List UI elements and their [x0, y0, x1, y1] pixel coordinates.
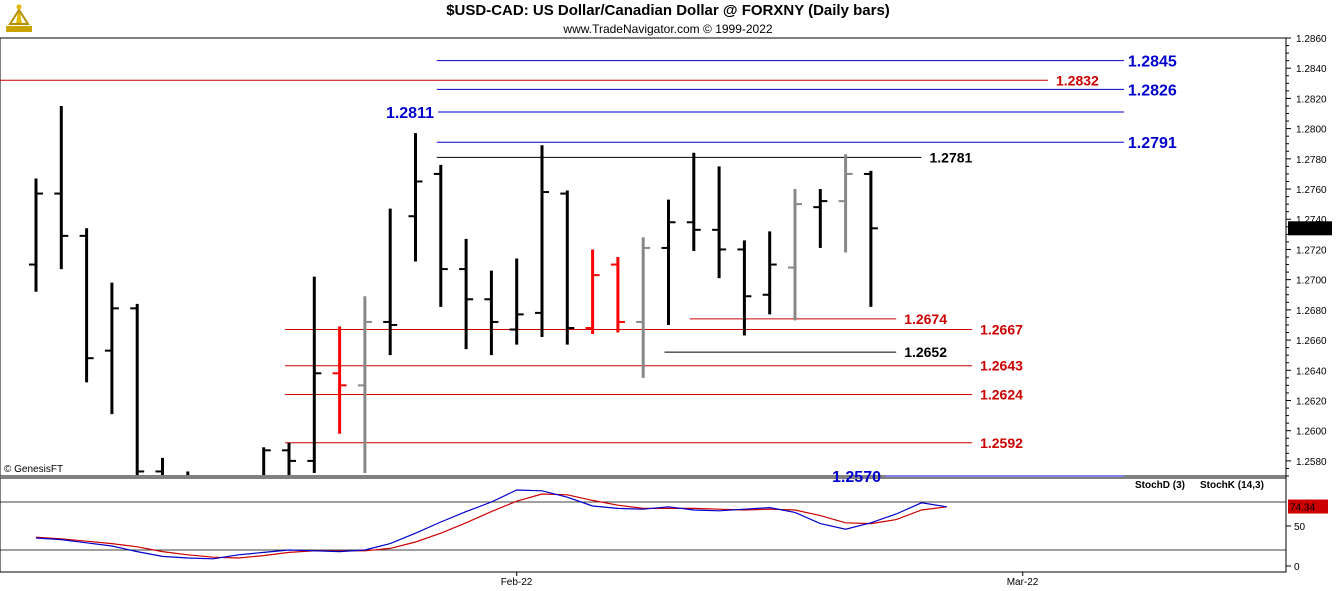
ohlc-bar — [712, 166, 727, 279]
price-tick-label: 1.2700 — [1296, 276, 1327, 287]
ohlc-bar — [79, 228, 94, 383]
price-tick-label: 1.2800 — [1296, 125, 1327, 136]
level-label: 1.2811 — [386, 105, 434, 122]
ohlc-bar — [863, 170, 878, 307]
price-tick-label: 1.2680 — [1296, 306, 1327, 317]
stoch-last-box — [1288, 499, 1328, 514]
ohlc-bar — [332, 326, 347, 434]
price-tick-label: 1.2600 — [1296, 427, 1327, 438]
ohlc-bar — [104, 282, 119, 415]
ohlc-bar — [54, 105, 69, 270]
level-label: 1.2652 — [904, 344, 947, 360]
level-label: 1.2592 — [980, 435, 1023, 451]
ohlc-bar — [788, 189, 802, 321]
ohlc-bar — [29, 178, 43, 292]
ohlc-bar — [813, 189, 828, 248]
trade-navigator-logo-icon — [6, 4, 32, 32]
last-price-box — [1288, 221, 1332, 236]
price-tick-label: 1.2780 — [1296, 155, 1327, 166]
chart-subtitle: www.TradeNavigator.com © 1999-2022 — [563, 22, 773, 36]
ohlc-bar — [686, 152, 701, 251]
level-label: 1.2570 — [832, 469, 881, 486]
chart-header: $USD-CAD: US Dollar/Canadian Dollar @ FO… — [0, 0, 1336, 38]
ohlc-bar — [838, 154, 853, 253]
ohlc-bar — [282, 442, 296, 475]
ohlc-bar — [408, 133, 423, 262]
price-tick-label: 1.2640 — [1296, 366, 1327, 377]
ohlc-bar — [610, 257, 625, 333]
level-label: 1.2845 — [1128, 54, 1177, 71]
last-price-label: 1.2734 — [1290, 224, 1321, 235]
ohlc-bar — [509, 258, 524, 345]
level-label: 1.2667 — [980, 321, 1023, 337]
ohlc-bar — [383, 208, 398, 356]
ohlc-bar — [560, 190, 575, 345]
stoch-k-legend: StochK (14,3) — [1200, 480, 1264, 491]
ohlc-bar — [262, 447, 271, 475]
stoch-tick-label: 50 — [1294, 522, 1306, 533]
ohlc-bar — [636, 237, 651, 378]
price-tick-label: 1.2860 — [1296, 34, 1327, 45]
price-tick-label: 1.2660 — [1296, 336, 1327, 347]
level-label: 1.2643 — [980, 358, 1023, 374]
level-label: 1.2674 — [904, 311, 947, 327]
stoch-last-label: 74.34 — [1290, 503, 1315, 514]
ohlc-bar — [155, 457, 164, 475]
level-label: 1.2826 — [1128, 82, 1177, 99]
chart-title: $USD-CAD: US Dollar/Canadian Dollar @ FO… — [446, 2, 890, 19]
date-label: Mar-22 — [1007, 577, 1039, 588]
ohlc-bar — [737, 240, 752, 336]
ohlc-bar — [661, 199, 676, 325]
price-tick-label: 1.2760 — [1296, 185, 1327, 196]
ohlc-bar — [459, 238, 474, 350]
level-label: 1.2624 — [980, 386, 1023, 402]
level-label: 1.2791 — [1128, 135, 1177, 152]
stoch-d-line — [35, 493, 947, 559]
level-label: 1.2781 — [930, 149, 973, 165]
ohlc-bar — [357, 296, 372, 473]
price-tick-label: 1.2820 — [1296, 94, 1327, 105]
ohlc-bar — [484, 270, 499, 356]
date-label: Feb-22 — [501, 577, 533, 588]
ohlc-bar — [762, 231, 777, 315]
ohlc-bar — [535, 145, 549, 338]
stoch-tick-label: 0 — [1294, 562, 1300, 573]
watermark-text: © GenesisFT — [4, 464, 63, 475]
stoch-d-legend: StochD (3) — [1135, 480, 1185, 491]
price-tick-label: 1.2840 — [1296, 64, 1327, 75]
ohlc-bar — [130, 303, 145, 475]
stoch-k-line — [35, 489, 947, 560]
price-tick-label: 1.2580 — [1296, 457, 1327, 468]
price-tick-label: 1.2740 — [1296, 215, 1327, 226]
price-tick-label: 1.2620 — [1296, 396, 1327, 407]
level-label: 1.2832 — [1056, 72, 1099, 88]
ohlc-bar — [433, 164, 448, 307]
price-tick-label: 1.2720 — [1296, 245, 1327, 256]
ohlc-bar — [585, 249, 600, 335]
ohlc-bar — [307, 276, 322, 473]
